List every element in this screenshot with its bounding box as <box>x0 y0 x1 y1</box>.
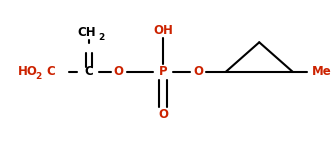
Text: 2: 2 <box>98 33 104 42</box>
Text: P: P <box>159 65 168 79</box>
Text: O: O <box>193 65 203 79</box>
Text: C: C <box>85 65 93 79</box>
Text: OH: OH <box>153 24 173 37</box>
Text: C: C <box>47 65 55 79</box>
Text: O: O <box>114 65 124 79</box>
Text: Me: Me <box>312 65 331 79</box>
Text: 2: 2 <box>36 72 42 81</box>
Text: O: O <box>158 108 168 121</box>
Text: CH: CH <box>78 26 96 39</box>
Text: HO: HO <box>18 65 38 79</box>
